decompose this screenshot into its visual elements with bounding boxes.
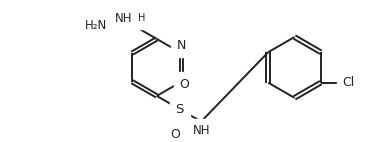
Text: O: O (179, 78, 189, 91)
Text: NH: NH (193, 124, 211, 137)
Text: S: S (176, 103, 184, 116)
Text: O: O (170, 128, 180, 141)
Text: H: H (138, 13, 145, 23)
Text: NH: NH (115, 12, 133, 25)
Text: H₂N: H₂N (85, 19, 107, 32)
Text: Cl: Cl (343, 76, 355, 89)
Text: N: N (177, 39, 186, 52)
